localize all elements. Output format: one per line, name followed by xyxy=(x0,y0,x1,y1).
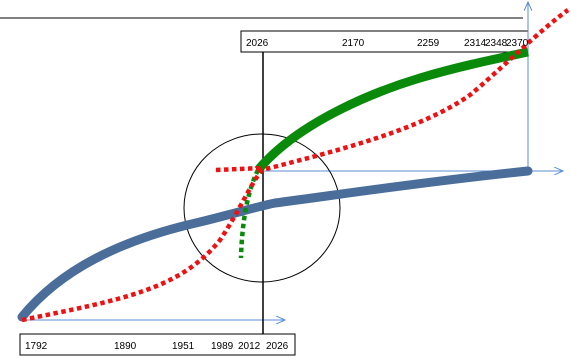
red-dotted-segment xyxy=(215,165,263,173)
bottom-tick-label: 1792 xyxy=(25,341,48,352)
top-tick-label: 2170 xyxy=(342,38,365,49)
bottom-tick-label: 1989 xyxy=(211,341,234,352)
top-scale-labels: 2026 2170 2259 2314 2348 2370 xyxy=(246,38,529,49)
intersection-highlight-circle xyxy=(183,133,341,283)
bottom-tick-label: 2012 xyxy=(238,341,261,352)
top-tick-label: 2026 xyxy=(246,38,269,49)
blue-growth-curve xyxy=(17,166,533,322)
bottom-scale-labels: 1792 1890 1951 1989 2012 2026 xyxy=(25,341,289,352)
top-tick-label: 2348 xyxy=(485,38,508,49)
bottom-tick-label: 1890 xyxy=(114,341,137,352)
top-tick-label: 2314 xyxy=(464,38,487,49)
bottom-tick-label: 2026 xyxy=(266,341,289,352)
bottom-tick-label: 1951 xyxy=(172,341,195,352)
bottom-scale-box xyxy=(19,333,296,356)
red-dotted-s-curve xyxy=(21,8,570,323)
top-tick-label: 2259 xyxy=(417,38,440,49)
green-growth-curve xyxy=(254,47,529,173)
top-tick-label: 2370 xyxy=(506,38,529,49)
